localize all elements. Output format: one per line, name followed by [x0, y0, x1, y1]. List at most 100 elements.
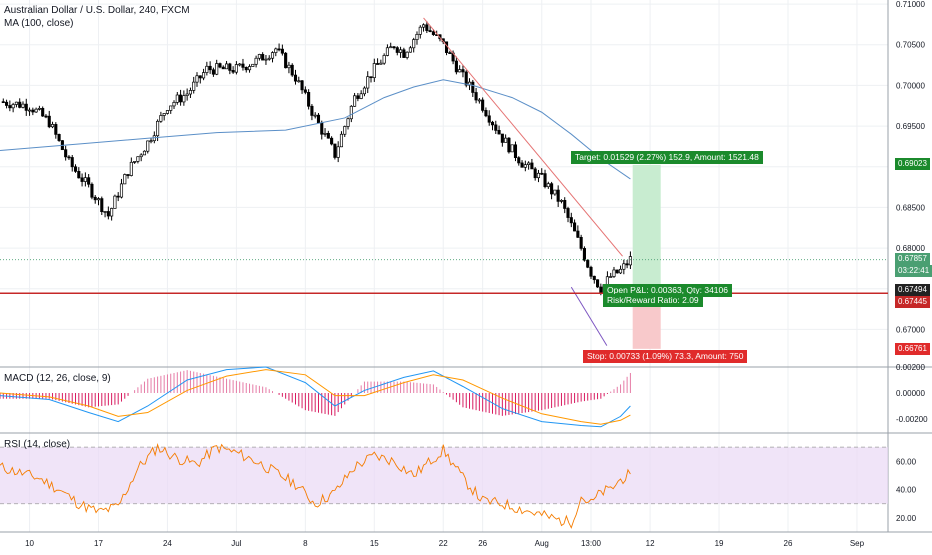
- candle-down: [316, 114, 321, 124]
- candle-down: [517, 157, 521, 164]
- candle-down: [461, 69, 465, 73]
- candle-up: [251, 63, 255, 67]
- candle-down: [507, 137, 511, 153]
- candle-up: [270, 52, 275, 59]
- candle-up: [254, 57, 258, 65]
- candle-up: [113, 195, 117, 209]
- candle-down: [500, 133, 504, 143]
- candle-up: [21, 103, 25, 108]
- entry-price-tag: 0.67494: [895, 284, 930, 296]
- candle-up: [142, 150, 147, 156]
- candle-down: [471, 81, 475, 93]
- candle-up: [267, 57, 271, 60]
- grid-lines: [0, 0, 888, 532]
- candle-down: [563, 200, 567, 209]
- candle-up: [234, 64, 238, 73]
- time-tick-label: 8: [303, 539, 308, 548]
- candle-up: [504, 137, 508, 143]
- candle-down: [277, 48, 281, 51]
- candle-up: [195, 75, 199, 83]
- price-tick-label: 0.71000: [896, 0, 925, 9]
- candle-down: [90, 183, 94, 198]
- candle-up: [612, 269, 616, 277]
- candle-up: [408, 47, 412, 53]
- price-tick-label: 0.68500: [896, 203, 925, 212]
- candle-down: [87, 177, 91, 185]
- open-pl-label: Open P&L: 0.00363, Qty: 34106: [603, 284, 732, 297]
- candle-down: [116, 195, 120, 198]
- candle-up: [274, 48, 278, 53]
- macd-line: [0, 366, 631, 428]
- candle-up: [169, 105, 173, 111]
- candle-down: [73, 166, 78, 172]
- candle-up: [389, 46, 393, 49]
- rsi-tick-label: 40.00: [896, 486, 917, 495]
- candle-up: [202, 72, 206, 79]
- signal-line: [0, 369, 631, 425]
- candle-down: [70, 157, 74, 168]
- candle-up: [323, 132, 327, 135]
- candle-down: [494, 124, 498, 131]
- time-tick-label: 15: [370, 539, 379, 548]
- candle-down: [221, 66, 225, 70]
- candle-up: [349, 105, 353, 120]
- candle-up: [609, 276, 613, 278]
- candle-down: [497, 130, 501, 135]
- time-tick-label: 12: [646, 539, 655, 548]
- candle-up: [188, 90, 192, 95]
- candle-up: [536, 172, 541, 179]
- candle-down: [64, 149, 68, 158]
- stop-label[interactable]: Stop: 0.00733 (1.09%) 73.3, Amount: 750: [583, 350, 748, 363]
- candle-down: [490, 121, 495, 126]
- candle-down: [464, 71, 468, 86]
- candle-up: [119, 183, 124, 198]
- candle-down: [307, 91, 311, 107]
- macd-tick-label: -0.00200: [896, 415, 928, 424]
- macd-legend: MACD (12, 26, close, 9): [4, 373, 111, 384]
- candle-down: [592, 275, 596, 281]
- candle-down: [93, 196, 97, 201]
- candle-up: [205, 65, 209, 73]
- candle-up: [422, 24, 426, 28]
- candle-up: [553, 189, 557, 195]
- candle-down: [261, 54, 265, 61]
- ma-legend: MA (100, close): [4, 18, 74, 29]
- candle-down: [550, 183, 554, 195]
- profit-zone: [632, 164, 661, 290]
- candle-down: [310, 105, 314, 116]
- candle-down: [520, 162, 524, 168]
- candle-down: [293, 74, 298, 82]
- candle-up: [297, 80, 301, 83]
- candle-down: [569, 217, 573, 224]
- candle-down: [513, 144, 518, 158]
- candle-up: [162, 113, 166, 116]
- candle-up: [159, 115, 163, 122]
- hline-price-tag: 0.67445: [895, 296, 930, 308]
- candle-down: [573, 222, 577, 232]
- candle-down: [80, 177, 84, 182]
- candle-up: [182, 95, 186, 103]
- candle-down: [284, 52, 288, 69]
- candle-down: [198, 75, 202, 79]
- candle-down: [280, 48, 284, 54]
- candle-down: [326, 132, 330, 139]
- candle-up: [346, 118, 350, 127]
- target-label[interactable]: Target: 0.01529 (2.27%) 152.9, Amount: 1…: [571, 151, 763, 164]
- candle-up: [313, 114, 317, 117]
- target-price-tag: 0.69023: [895, 158, 930, 170]
- candle-up: [37, 107, 41, 110]
- candle-down: [57, 134, 61, 141]
- time-tick-label: Sep: [850, 539, 865, 548]
- candle-down: [106, 211, 110, 217]
- candle-down: [320, 122, 324, 135]
- candle-down: [330, 137, 334, 145]
- candle-down: [231, 70, 235, 73]
- time-tick-label: 26: [478, 539, 487, 548]
- candle-down: [41, 107, 45, 117]
- candle-down: [47, 115, 51, 128]
- candle-down: [8, 105, 12, 109]
- candle-up: [372, 63, 376, 79]
- candle-down: [448, 52, 452, 54]
- candle-up: [353, 95, 357, 107]
